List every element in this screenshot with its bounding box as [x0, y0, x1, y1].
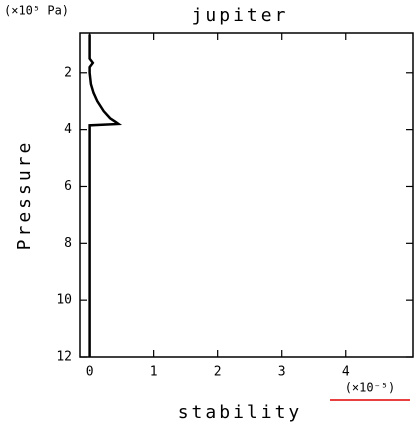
plot-frame — [79, 32, 414, 358]
line — [88, 34, 123, 357]
x-tick-label: 1 — [150, 365, 158, 380]
x-unit: (×10⁻⁵) — [345, 381, 396, 395]
chart-title: jupiter — [192, 5, 289, 26]
x-tick-label: 2 — [214, 365, 222, 380]
y-tick-label: 4 — [64, 122, 72, 137]
y-tick-label: 6 — [64, 179, 72, 194]
x-tick-label: 0 — [86, 365, 94, 380]
y-tick-label: 12 — [56, 350, 72, 365]
x-tick-label: 4 — [342, 365, 350, 380]
x-tick-label: 3 — [278, 365, 286, 380]
y-tick-label: 10 — [56, 293, 72, 308]
y-tick-label: 8 — [64, 236, 72, 251]
x-axis-label: stability — [178, 402, 303, 423]
y-tick-label: 2 — [64, 65, 72, 80]
y-axis-label: Pressure — [14, 140, 35, 251]
y-unit: (×10⁵ Pa) — [4, 4, 69, 18]
